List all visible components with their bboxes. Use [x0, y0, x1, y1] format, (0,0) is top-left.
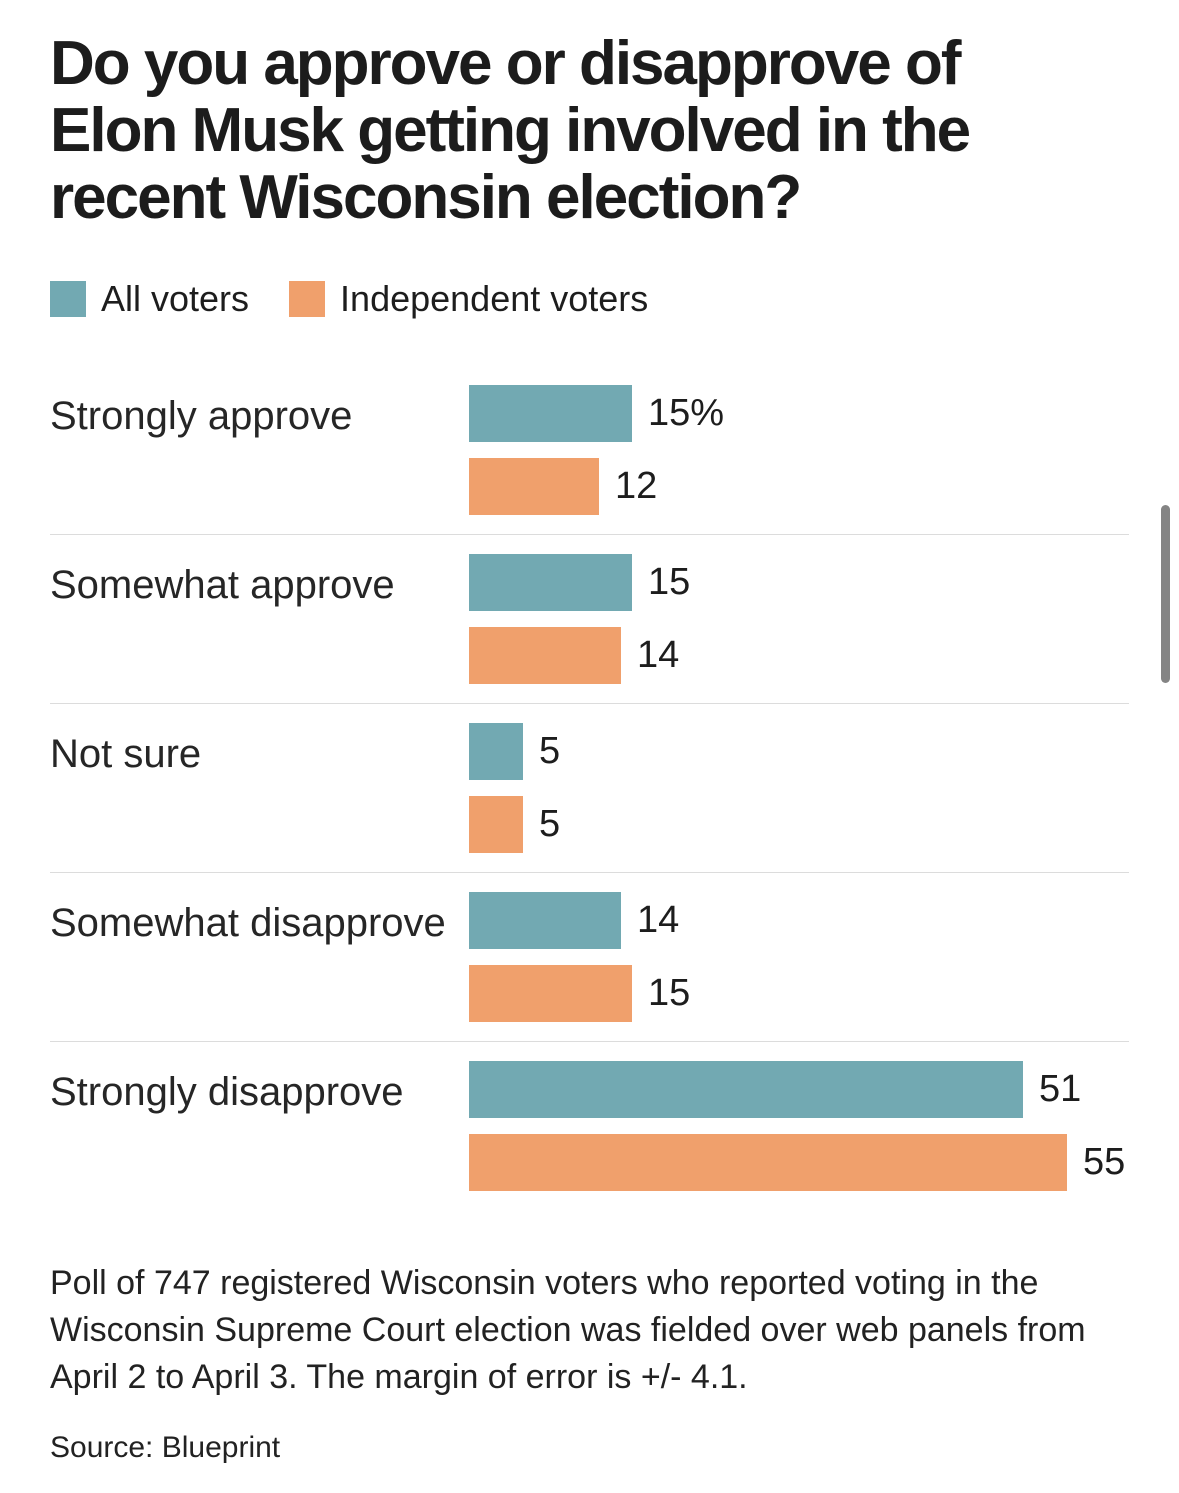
category-label: Somewhat disapprove [50, 901, 446, 945]
source-attribution: Source: Blueprint [50, 1431, 281, 1464]
legend-swatch-all-voters [50, 281, 86, 317]
category-label: Not sure [50, 732, 202, 776]
bar-value-label: 14 [637, 634, 680, 676]
bar-value-label: 15% [648, 392, 725, 434]
bar-value-label: 51 [1039, 1068, 1082, 1110]
bar-value-label: 55 [1083, 1141, 1126, 1183]
bar-independent-voters [469, 458, 599, 515]
bar-independent-voters [469, 965, 632, 1022]
bar-chart: Strongly approve 15% 12 Somewhat approve… [50, 366, 1129, 1210]
legend: All voters Independent voters [50, 278, 1129, 320]
chart-title: Do you approve or disapprove of Elon Mus… [50, 29, 971, 232]
bar-all-voters [469, 385, 632, 442]
chart-row-strongly-approve: Strongly approve 15% 12 [50, 366, 1129, 535]
bar-value-label: 12 [615, 465, 658, 507]
bar-all-voters [469, 1061, 1023, 1118]
legend-swatch-independent-voters [289, 281, 326, 317]
chart-row-somewhat-approve: Somewhat approve 15 14 [50, 535, 1129, 704]
bar-independent-voters [469, 627, 621, 684]
bar-value-label: 14 [637, 899, 680, 941]
bar-value-label: 5 [539, 803, 561, 845]
scrollbar-thumb[interactable] [1161, 505, 1170, 683]
bar-independent-voters [469, 796, 523, 853]
bar-value-label: 15 [648, 561, 691, 603]
bar-value-label: 5 [539, 730, 561, 772]
legend-item-independent-voters: Independent voters [289, 278, 648, 320]
bar-all-voters [469, 723, 523, 780]
legend-label-all-voters: All voters [101, 278, 250, 319]
bar-value-label: 15 [648, 972, 691, 1014]
legend-item-all-voters: All voters [50, 278, 249, 320]
bar-all-voters [469, 892, 621, 949]
category-label: Strongly approve [50, 394, 353, 438]
category-label: Strongly disapprove [50, 1070, 404, 1114]
chart-row-strongly-disapprove: Strongly disapprove 51 55 [50, 1042, 1129, 1210]
chart-row-somewhat-disapprove: Somewhat disapprove 14 15 [50, 873, 1129, 1042]
bar-independent-voters [469, 1134, 1067, 1191]
chart-row-not-sure: Not sure 5 5 [50, 704, 1129, 873]
methodology-note: Poll of 747 registered Wisconsin voters … [50, 1264, 1086, 1396]
legend-label-independent-voters: Independent voters [340, 278, 649, 319]
category-label: Somewhat approve [50, 563, 395, 607]
bar-all-voters [469, 554, 632, 611]
